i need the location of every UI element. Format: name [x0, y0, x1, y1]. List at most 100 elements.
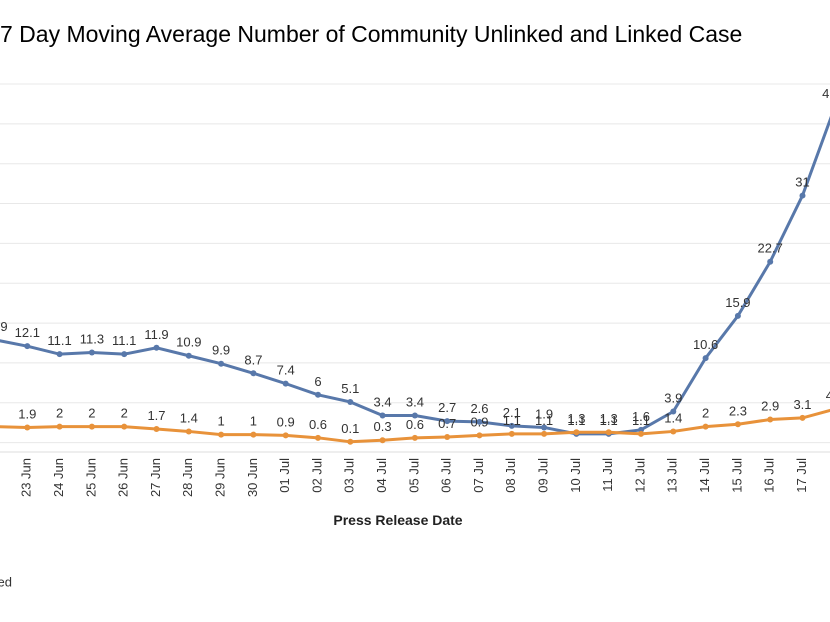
point — [541, 424, 548, 431]
x-tick-label: 14 Jul — [697, 458, 712, 493]
point — [56, 351, 63, 358]
data-label: 1.3 — [600, 411, 618, 426]
point — [250, 370, 257, 377]
point — [444, 434, 451, 441]
data-label: 4.2 — [826, 388, 830, 403]
x-tick-label: 08 Jul — [503, 458, 518, 493]
x-tick-label: 17 Jul — [794, 458, 809, 493]
point — [218, 431, 225, 438]
point — [799, 414, 806, 421]
data-label: 2 — [88, 406, 95, 421]
point — [411, 434, 418, 441]
x-tick-label: 06 Jul — [439, 458, 454, 493]
legend-label: Unlinked — [0, 574, 12, 589]
x-tick-label: 11 Jul — [600, 458, 615, 492]
point — [799, 192, 806, 199]
data-label: 1.9 — [18, 406, 36, 421]
data-label: 22.7 — [758, 241, 783, 256]
data-label: 12.9 — [0, 319, 8, 334]
x-tick-label: 30 Jun — [245, 458, 260, 497]
point — [411, 412, 418, 419]
x-tick-label: 24 Jun — [51, 458, 66, 497]
data-label: 9.9 — [212, 343, 230, 358]
x-tick-label: 12 Jul — [632, 458, 647, 493]
data-label: 1.1 — [567, 413, 585, 428]
data-label: 0.9 — [470, 414, 488, 429]
point — [56, 423, 63, 430]
point — [670, 408, 677, 415]
data-label: 1.4 — [664, 410, 682, 425]
point — [24, 424, 31, 431]
x-tick-label: 09 Jul — [536, 458, 551, 493]
data-label: 7.4 — [277, 363, 295, 378]
point — [734, 421, 741, 428]
data-label: 2 — [56, 406, 63, 421]
point — [218, 360, 225, 367]
data-label: 15.9 — [725, 295, 750, 310]
x-tick-label: 28 Jun — [180, 458, 195, 497]
data-label: 2.6 — [470, 401, 488, 416]
point — [185, 428, 192, 435]
point — [24, 343, 31, 350]
x-tick-label: 25 Jun — [83, 458, 98, 497]
data-label: 1.7 — [147, 408, 165, 423]
point — [573, 429, 580, 436]
data-label: 0.1 — [341, 421, 359, 436]
data-label: 0.6 — [406, 417, 424, 432]
x-tick-label: 15 Jul — [729, 458, 744, 493]
x-axis-label: Press Release Date — [333, 512, 462, 528]
point — [476, 432, 483, 439]
data-label: 3.4 — [374, 395, 392, 410]
data-label: 31 — [795, 175, 809, 190]
point — [767, 416, 774, 423]
data-label: 2 — [702, 406, 709, 421]
point — [121, 351, 128, 358]
point — [88, 423, 95, 430]
chart-title: 7 Day Moving Average Number of Community… — [0, 21, 742, 47]
data-label: 1 — [217, 414, 224, 429]
data-label: 0.9 — [277, 414, 295, 429]
data-label: 3.1 — [793, 397, 811, 412]
point — [702, 355, 709, 362]
point — [153, 344, 160, 351]
data-label: 1.3 — [567, 411, 585, 426]
data-label: 11.1 — [112, 333, 136, 348]
data-label: 0.6 — [309, 417, 327, 432]
data-label: 0.7 — [438, 416, 456, 431]
point — [282, 380, 289, 387]
data-label: 3.9 — [664, 391, 682, 406]
data-label: 1.1 — [632, 413, 650, 428]
data-label: 2 — [121, 406, 128, 421]
point — [250, 431, 257, 438]
point — [153, 426, 160, 433]
data-label: 11.1 — [47, 333, 71, 348]
data-label: 1.1 — [503, 413, 521, 428]
x-tick-label: 04 Jul — [374, 458, 389, 493]
data-label: 5.1 — [341, 381, 359, 396]
x-tick-label: 02 Jul — [309, 458, 324, 493]
data-label: 2.7 — [438, 400, 456, 415]
data-label: 1.6 — [632, 409, 650, 424]
line — [0, 115, 830, 436]
point — [121, 423, 128, 430]
data-label: 2.9 — [761, 398, 779, 413]
data-label: 2.1 — [503, 405, 521, 420]
data-label: 10.6 — [693, 337, 718, 352]
point — [282, 432, 289, 439]
x-tick-label: 10 Jul — [568, 458, 583, 493]
data-label: 8.7 — [244, 352, 262, 367]
point — [541, 430, 548, 437]
data-label: 11.9 — [144, 327, 168, 342]
point — [734, 312, 741, 319]
point — [88, 349, 95, 356]
x-tick-label: 03 Jul — [342, 458, 357, 493]
x-tick-label: 07 Jul — [471, 458, 486, 493]
x-tick-label: 29 Jun — [213, 458, 228, 497]
data-label: 1.1 — [600, 413, 618, 428]
data-label: 1.1 — [535, 413, 553, 428]
point — [670, 428, 677, 435]
data-label: 6 — [314, 374, 321, 389]
data-label: 0.3 — [374, 419, 392, 434]
point — [185, 352, 192, 359]
